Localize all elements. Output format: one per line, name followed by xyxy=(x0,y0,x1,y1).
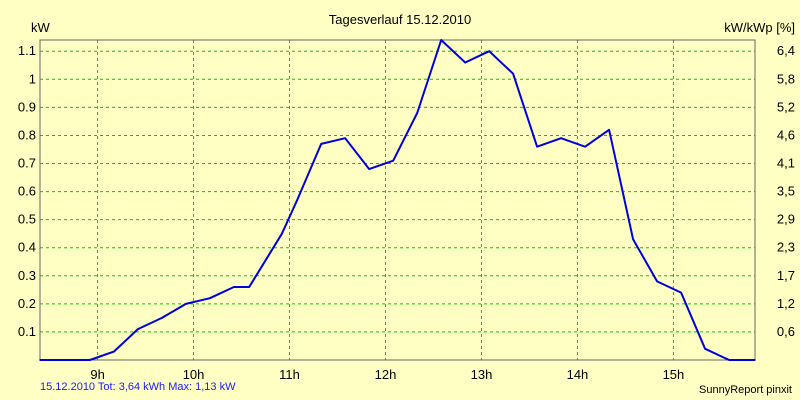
y-tick-label-left: 1 xyxy=(29,71,36,86)
data-point xyxy=(632,238,634,241)
data-point xyxy=(464,61,467,64)
x-tick-label: 14h xyxy=(567,367,589,382)
data-point xyxy=(754,359,756,361)
data-point xyxy=(488,50,491,52)
data-point xyxy=(161,317,163,319)
data-point xyxy=(281,232,283,235)
data-point xyxy=(296,199,299,201)
y-tick-label-left: 0.7 xyxy=(18,156,36,171)
data-point xyxy=(416,112,419,114)
data-point xyxy=(320,143,323,145)
data-point xyxy=(680,291,682,294)
y-tick-label-left: 0.4 xyxy=(18,240,36,255)
chart-title: Tagesverlauf 15.12.2010 xyxy=(329,12,471,27)
y-tick-label-right: 1,2 xyxy=(777,296,795,311)
x-tick-label: 10h xyxy=(183,367,205,382)
data-point xyxy=(209,297,211,300)
y-tick-label-left: 0.6 xyxy=(18,184,36,199)
data-point xyxy=(728,359,730,361)
tick-labels: 0.1 0,6 0.2 1,2 0.3 1,7 0.4 2,3 0.5 2,9 0.6 3,5 0.7 4… xyxy=(18,43,795,382)
data-point xyxy=(584,145,586,148)
x-tick-label: 13h xyxy=(471,367,493,382)
grid xyxy=(40,40,755,360)
x-tick-label: 12h xyxy=(375,367,397,382)
data-point xyxy=(440,39,443,41)
plot-frame xyxy=(39,39,756,361)
x-tick-label: 11h xyxy=(279,367,300,382)
data-point xyxy=(368,168,371,170)
y-tick-label-right: 2,9 xyxy=(777,212,795,227)
y-tick-label-left: 0.2 xyxy=(18,296,36,311)
data-point xyxy=(704,348,706,350)
y-tick-label-right: 6,4 xyxy=(777,43,795,58)
y-tick-label-left: 1.1 xyxy=(18,43,36,58)
data-point xyxy=(89,359,91,361)
y-tick-label-left: 0.9 xyxy=(18,99,36,114)
y-tick-label-left: 0.5 xyxy=(18,212,36,227)
data-point xyxy=(608,129,610,131)
series xyxy=(39,39,756,361)
y-tick-label-right: 4,1 xyxy=(777,156,795,171)
y-tick-label-right: 0,6 xyxy=(777,324,795,339)
y-tick-label-right: 3,5 xyxy=(777,184,795,199)
y-tick-label-left: 0.1 xyxy=(18,324,36,339)
x-tick-label: 9h xyxy=(90,367,104,382)
y-tick-label-left: 0.8 xyxy=(18,127,36,142)
data-point xyxy=(344,137,347,139)
x-tick-label: 15h xyxy=(663,367,685,382)
data-point xyxy=(512,72,514,75)
y-tick-label-right: 2,3 xyxy=(777,240,795,255)
data-point xyxy=(185,303,187,305)
y-tick-label-right: 4,6 xyxy=(777,127,795,142)
y-tick-label-right: 5,8 xyxy=(777,71,795,86)
data-point xyxy=(113,350,115,353)
y-tick-label-left: 0.3 xyxy=(18,268,36,283)
y-tick-label-right: 1,7 xyxy=(777,268,795,283)
y-tick-label-right: 5,2 xyxy=(777,99,795,114)
data-point xyxy=(137,328,139,330)
data-point xyxy=(392,159,395,162)
footer-summary: 15.12.2010 Tot: 3,64 kWh Max: 1,13 kW xyxy=(40,381,236,393)
data-point xyxy=(233,286,235,288)
data-point xyxy=(560,137,562,139)
series-line xyxy=(40,39,755,361)
footer-credit: SunnyReport pinxit xyxy=(699,384,792,396)
data-point xyxy=(248,286,250,288)
y-axis-label-right: kW/kWp [%] xyxy=(724,20,795,35)
data-point xyxy=(39,359,41,361)
y-axis-label-left: kW xyxy=(31,20,51,35)
data-point xyxy=(656,280,658,283)
data-point xyxy=(536,145,538,148)
